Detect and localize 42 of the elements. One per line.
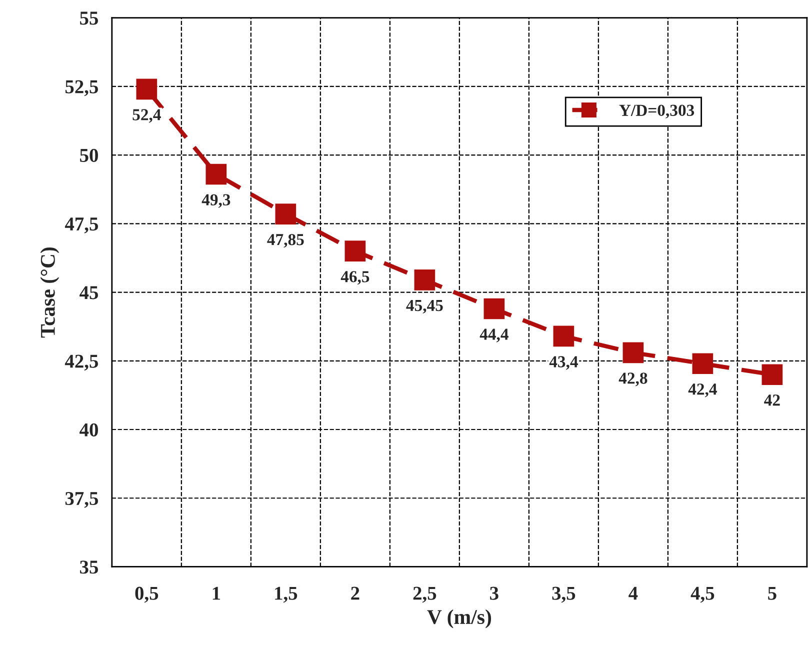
point <box>136 78 158 100</box>
data-label: 42 <box>764 394 780 406</box>
data-label: 52,4 <box>132 109 161 123</box>
point <box>344 240 366 262</box>
y-tick-label: 50 <box>80 148 98 162</box>
y-tick-label: 40 <box>80 423 98 436</box>
x-tick-label: 4,5 <box>690 586 714 603</box>
y-tick-label: 55 <box>80 12 98 25</box>
x-tick-label: 3 <box>490 586 498 600</box>
x-tick-label: 5 <box>768 586 776 600</box>
x-tick-label: 2 <box>351 586 360 600</box>
point <box>206 164 227 185</box>
x-tick-label: 3,5 <box>552 586 576 603</box>
y-tick-label: 47,5 <box>64 218 98 234</box>
y-tick-label: 42,5 <box>64 354 98 371</box>
data-label: 42,4 <box>688 384 717 398</box>
y-tick-label: 35 <box>80 560 98 574</box>
data-label: 43,4 <box>549 356 578 370</box>
y-axis-title: Tcase (°C) <box>40 247 60 338</box>
data-label: 46,5 <box>340 271 370 285</box>
data-label: 42,8 <box>618 372 648 386</box>
point <box>692 353 714 374</box>
x-tick-label: 1 <box>212 586 220 600</box>
point <box>484 298 505 320</box>
y-tick-label: 45 <box>80 286 98 300</box>
point <box>275 204 296 224</box>
data-label: 44,4 <box>480 328 508 342</box>
point <box>622 342 644 364</box>
point <box>553 326 574 347</box>
x-tick-label: 1,5 <box>275 586 298 603</box>
x-tick-label: 4 <box>628 586 638 600</box>
legend-label: Y/D=0,303 <box>619 104 694 118</box>
point <box>414 270 436 290</box>
x-axis-title: V (m/s) <box>427 609 492 628</box>
point <box>762 364 783 386</box>
x-tick-label: 0,5 <box>135 586 158 603</box>
y-tick-label: 37,5 <box>65 492 98 508</box>
data-label: 47,85 <box>267 234 304 248</box>
data-label: 45,45 <box>406 300 443 314</box>
x-tick-label: 2,5 <box>413 586 436 603</box>
data-label: 49,3 <box>202 194 230 208</box>
y-tick-label: 52,5 <box>65 80 98 96</box>
